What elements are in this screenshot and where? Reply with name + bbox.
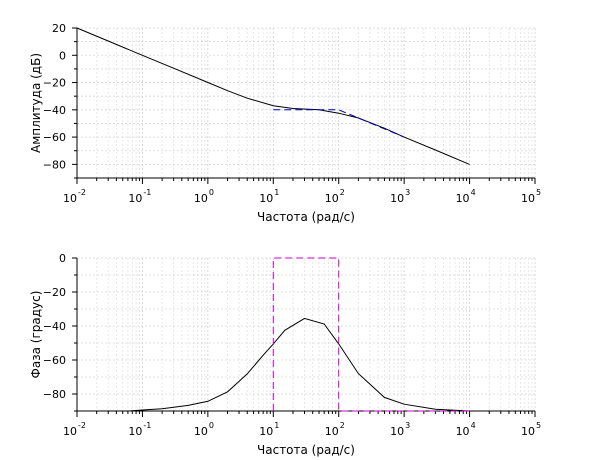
series-line-2 <box>273 109 405 138</box>
y-tick-label: −20 <box>43 77 66 90</box>
x-tick-exponent: 3 <box>405 421 410 430</box>
x-tick-label: 10 <box>63 192 77 205</box>
x-tick-label: 10 <box>456 192 470 205</box>
x-tick-exponent: 2 <box>340 188 345 197</box>
x-tick-label: 10 <box>390 425 404 438</box>
y-tick-label: −80 <box>43 158 66 171</box>
x-tick-label: 10 <box>128 192 142 205</box>
x-tick-exponent: 5 <box>536 188 541 197</box>
x-tick-label: 10 <box>128 425 142 438</box>
x-tick-label: 10 <box>325 425 339 438</box>
x-tick-exponent: 5 <box>536 421 541 430</box>
y-tick-label: 0 <box>59 49 66 62</box>
x-tick-label: 10 <box>390 192 404 205</box>
x-tick-label: 10 <box>521 192 535 205</box>
y-axis-label: Фаза (градус) <box>29 291 43 379</box>
y-tick-label: −80 <box>43 388 66 401</box>
x-tick-exponent: 1 <box>274 421 279 430</box>
x-tick-label: 10 <box>259 425 273 438</box>
x-tick-exponent: 2 <box>340 421 345 430</box>
series-line-1 <box>129 317 470 412</box>
series-line-2 <box>272 257 470 412</box>
x-tick-exponent: -2 <box>78 421 86 430</box>
y-axis-label: Амплитуда (дБ) <box>29 53 43 153</box>
x-tick-label: 10 <box>521 425 535 438</box>
y-tick-label: 0 <box>59 252 66 265</box>
x-tick-exponent: -2 <box>78 188 86 197</box>
y-tick-label: −60 <box>43 354 66 367</box>
x-tick-label: 10 <box>259 192 273 205</box>
y-tick-label: −40 <box>43 320 66 333</box>
x-tick-exponent: 1 <box>274 188 279 197</box>
y-tick-label: 20 <box>52 22 66 35</box>
x-tick-exponent: 4 <box>471 421 476 430</box>
x-tick-exponent: 0 <box>209 188 214 197</box>
x-axis-label: Частота (рад/с) <box>257 443 355 457</box>
x-tick-exponent: -1 <box>143 188 151 197</box>
x-tick-exponent: 0 <box>209 421 214 430</box>
y-tick-label: −20 <box>43 286 66 299</box>
x-tick-exponent: -1 <box>143 421 151 430</box>
y-tick-label: −60 <box>43 131 66 144</box>
x-axis-label: Частота (рад/с) <box>257 210 355 224</box>
x-tick-label: 10 <box>194 425 208 438</box>
x-tick-label: 10 <box>456 425 470 438</box>
x-tick-exponent: 4 <box>471 188 476 197</box>
y-tick-label: −40 <box>43 104 66 117</box>
x-tick-label: 10 <box>194 192 208 205</box>
x-tick-label: 10 <box>325 192 339 205</box>
x-tick-label: 10 <box>63 425 77 438</box>
x-tick-exponent: 3 <box>405 188 410 197</box>
